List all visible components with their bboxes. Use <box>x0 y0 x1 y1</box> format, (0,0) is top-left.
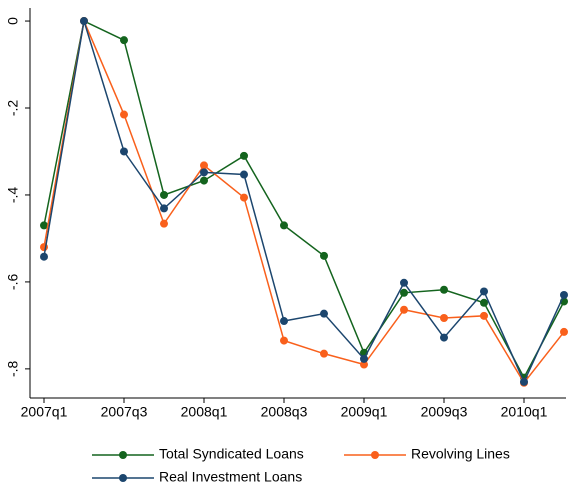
point <box>200 161 208 170</box>
point <box>480 287 488 296</box>
point <box>280 336 288 345</box>
point <box>400 278 408 287</box>
x-tick-label: 2009q1 <box>341 404 388 420</box>
point <box>440 314 448 322</box>
point <box>120 110 128 119</box>
y-tick-label: -.2 <box>5 100 21 117</box>
series-line <box>43 19 565 380</box>
point <box>560 290 568 299</box>
point <box>360 354 368 363</box>
point <box>240 193 248 202</box>
series-line <box>43 18 565 385</box>
point <box>560 327 568 336</box>
point <box>40 252 48 261</box>
point <box>480 311 488 320</box>
x-tick-label: 2008q3 <box>261 404 308 420</box>
point <box>440 333 448 342</box>
legend-marker <box>119 451 127 459</box>
point <box>160 219 168 228</box>
point <box>80 17 88 26</box>
point <box>520 377 528 386</box>
point <box>280 317 288 326</box>
point <box>120 147 128 156</box>
point <box>440 285 448 294</box>
point <box>400 305 408 314</box>
x-tick-label: 2010q1 <box>501 404 548 420</box>
legend-label: Total Syndicated Loans <box>159 446 304 462</box>
legend-label: Real Investment Loans <box>159 469 302 485</box>
x-tick-label: 2007q1 <box>21 404 68 420</box>
point <box>480 298 488 307</box>
point <box>200 168 208 177</box>
point <box>40 221 48 230</box>
point <box>320 309 328 318</box>
legend-label: Revolving Lines <box>411 446 510 462</box>
y-tick-label: 0 <box>5 17 21 25</box>
y-tick-label: -.8 <box>5 360 21 377</box>
x-tick-label: 2007q3 <box>101 404 148 420</box>
y-tick-label: -.4 <box>5 187 21 204</box>
series-line <box>43 20 565 384</box>
point <box>120 36 128 45</box>
point <box>320 251 328 260</box>
y-tick-label: -.6 <box>5 274 21 291</box>
point <box>320 349 328 358</box>
legend-marker <box>119 474 127 482</box>
point <box>280 221 288 230</box>
point <box>240 151 248 160</box>
point <box>200 176 208 185</box>
point <box>400 288 408 297</box>
x-tick-label: 2008q1 <box>181 404 228 420</box>
point <box>240 170 248 179</box>
point <box>160 190 168 199</box>
point <box>360 360 368 369</box>
x-tick-label: 2009q3 <box>421 404 468 420</box>
legend-marker <box>371 451 379 459</box>
point <box>160 204 168 213</box>
